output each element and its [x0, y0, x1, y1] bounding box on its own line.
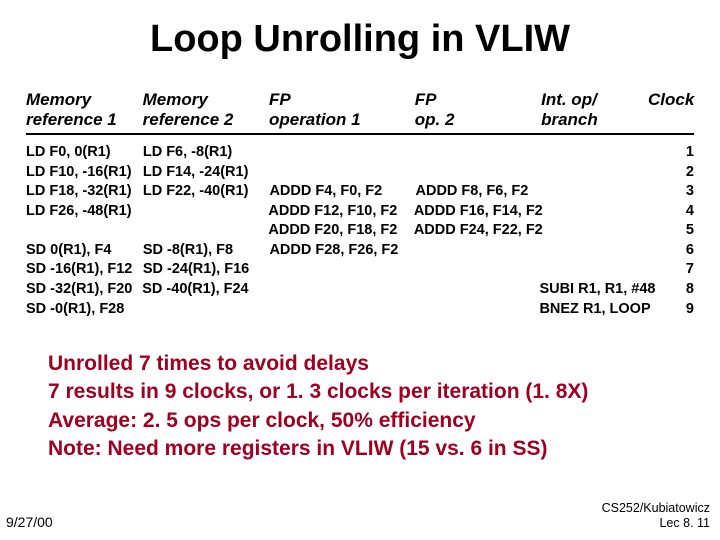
cell	[269, 260, 415, 280]
col5-header-b: branch	[541, 110, 598, 129]
cell: ADDD F8, F6, F2	[416, 182, 543, 202]
cell	[268, 280, 413, 300]
cell	[416, 241, 543, 261]
cell: 2	[649, 163, 694, 183]
bullet-3: Average: 2. 5 ops per clock, 50% efficie…	[48, 407, 688, 435]
cell	[142, 300, 268, 320]
cell	[542, 182, 649, 202]
cell: ADDD F20, F18, F2	[268, 221, 413, 241]
bullet-4: Note: Need more registers in VLIW (15 vs…	[48, 435, 688, 463]
cell: ADDD F16, F14, F2	[414, 202, 543, 222]
table-row: SD -16(R1), F12SD -24(R1), F16 7	[26, 260, 694, 280]
footer-lecture: Lec 8. 11	[659, 516, 710, 530]
cell: SD -8(R1), F8	[143, 241, 270, 261]
cell: ADDD F28, F26, F2	[269, 241, 415, 261]
cell: SUBI R1, R1, #48	[539, 280, 649, 300]
col3-header-b: operation 1	[269, 110, 361, 129]
bullet-1: Unrolled 7 times to avoid delays	[48, 350, 688, 378]
cell	[269, 143, 415, 163]
col4-header-a: FP	[415, 90, 437, 109]
cell	[542, 163, 649, 183]
slide: Loop Unrolling in VLIW Memory reference …	[0, 0, 720, 540]
cell: ADDD F12, F10, F2	[268, 202, 413, 222]
cell: 9	[649, 300, 694, 320]
cell	[269, 163, 415, 183]
cell: SD -40(R1), F24	[142, 280, 268, 300]
cell	[416, 143, 543, 163]
cell: 3	[649, 182, 694, 202]
cell	[414, 280, 540, 300]
col2-header-b: reference 2	[143, 110, 234, 129]
col3-header-a: FP	[269, 90, 291, 109]
cell: LD F14, -24(R1)	[143, 163, 270, 183]
table-row: SD -0(R1), F28 BNEZ R1, LOOP9	[26, 300, 694, 320]
cell: 4	[649, 202, 694, 222]
col5-header-a: Int. op/	[541, 90, 597, 109]
cell: ADDD F24, F22, F2	[414, 221, 543, 241]
cell: 5	[649, 221, 694, 241]
cell: LD F6, -8(R1)	[143, 143, 270, 163]
col1-header-b: reference 1	[26, 110, 117, 129]
cell: LD F18, -32(R1)	[26, 182, 143, 202]
bullet-2: 7 results in 9 clocks, or 1. 3 clocks pe…	[48, 378, 688, 406]
cell: 8	[649, 280, 694, 300]
cell: ADDD F4, F0, F2	[269, 182, 415, 202]
table-row: ADDD F20, F18, F2ADDD F24, F22, F2 5	[26, 221, 694, 241]
cell	[542, 143, 649, 163]
slide-title: Loop Unrolling in VLIW	[0, 18, 720, 61]
col2-header-a: Memory	[143, 90, 208, 109]
cell: LD F22, -40(R1)	[143, 182, 270, 202]
cell	[416, 260, 543, 280]
table-row: SD -32(R1), F20SD -40(R1), F24 SUBI R1, …	[26, 280, 694, 300]
table-row: LD F10, -16(R1)LD F14, -24(R1) 2	[26, 163, 694, 183]
bullet-list: Unrolled 7 times to avoid delays 7 resul…	[48, 350, 688, 463]
cell	[542, 260, 649, 280]
footer-course: CS252/Kubiatowicz	[602, 501, 710, 515]
table-body: LD F0, 0(R1)LD F6, -8(R1) 1LD F10, -16(R…	[26, 143, 694, 319]
cell: 6	[649, 241, 694, 261]
cell	[416, 163, 543, 183]
col4-header-b: op. 2	[415, 110, 455, 129]
cell	[268, 300, 413, 320]
cell: LD F26, -48(R1)	[26, 202, 142, 222]
cell	[142, 202, 268, 222]
cell	[542, 241, 649, 261]
table-row: LD F26, -48(R1) ADDD F12, F10, F2ADDD F1…	[26, 202, 694, 222]
cell: 7	[649, 260, 694, 280]
instruction-table: Memory reference 1 Memory reference 2 FP…	[26, 90, 694, 319]
cell: BNEZ R1, LOOP	[539, 300, 649, 320]
table-row: LD F0, 0(R1)LD F6, -8(R1) 1	[26, 143, 694, 163]
cell: LD F10, -16(R1)	[26, 163, 143, 183]
cell	[26, 221, 142, 241]
table-row: SD 0(R1), F4SD -8(R1), F8ADDD F28, F26, …	[26, 241, 694, 261]
col6-header-a: Clock	[648, 90, 694, 109]
col1-header-a: Memory	[26, 90, 91, 109]
cell: SD -16(R1), F12	[26, 260, 143, 280]
cell: SD 0(R1), F4	[26, 241, 143, 261]
footer-date: 9/27/00	[6, 514, 53, 530]
cell: SD -32(R1), F20	[26, 280, 142, 300]
cell	[543, 202, 650, 222]
cell: 1	[649, 143, 694, 163]
table-header: Memory reference 1 Memory reference 2 FP…	[26, 90, 694, 135]
cell	[142, 221, 268, 241]
cell: LD F0, 0(R1)	[26, 143, 143, 163]
footer-right: CS252/Kubiatowicz Lec 8. 11	[602, 501, 710, 530]
cell: SD -24(R1), F16	[143, 260, 270, 280]
cell	[414, 300, 540, 320]
cell	[543, 221, 650, 241]
table-row: LD F18, -32(R1)LD F22, -40(R1)ADDD F4, F…	[26, 182, 694, 202]
cell: SD -0(R1), F28	[26, 300, 142, 320]
